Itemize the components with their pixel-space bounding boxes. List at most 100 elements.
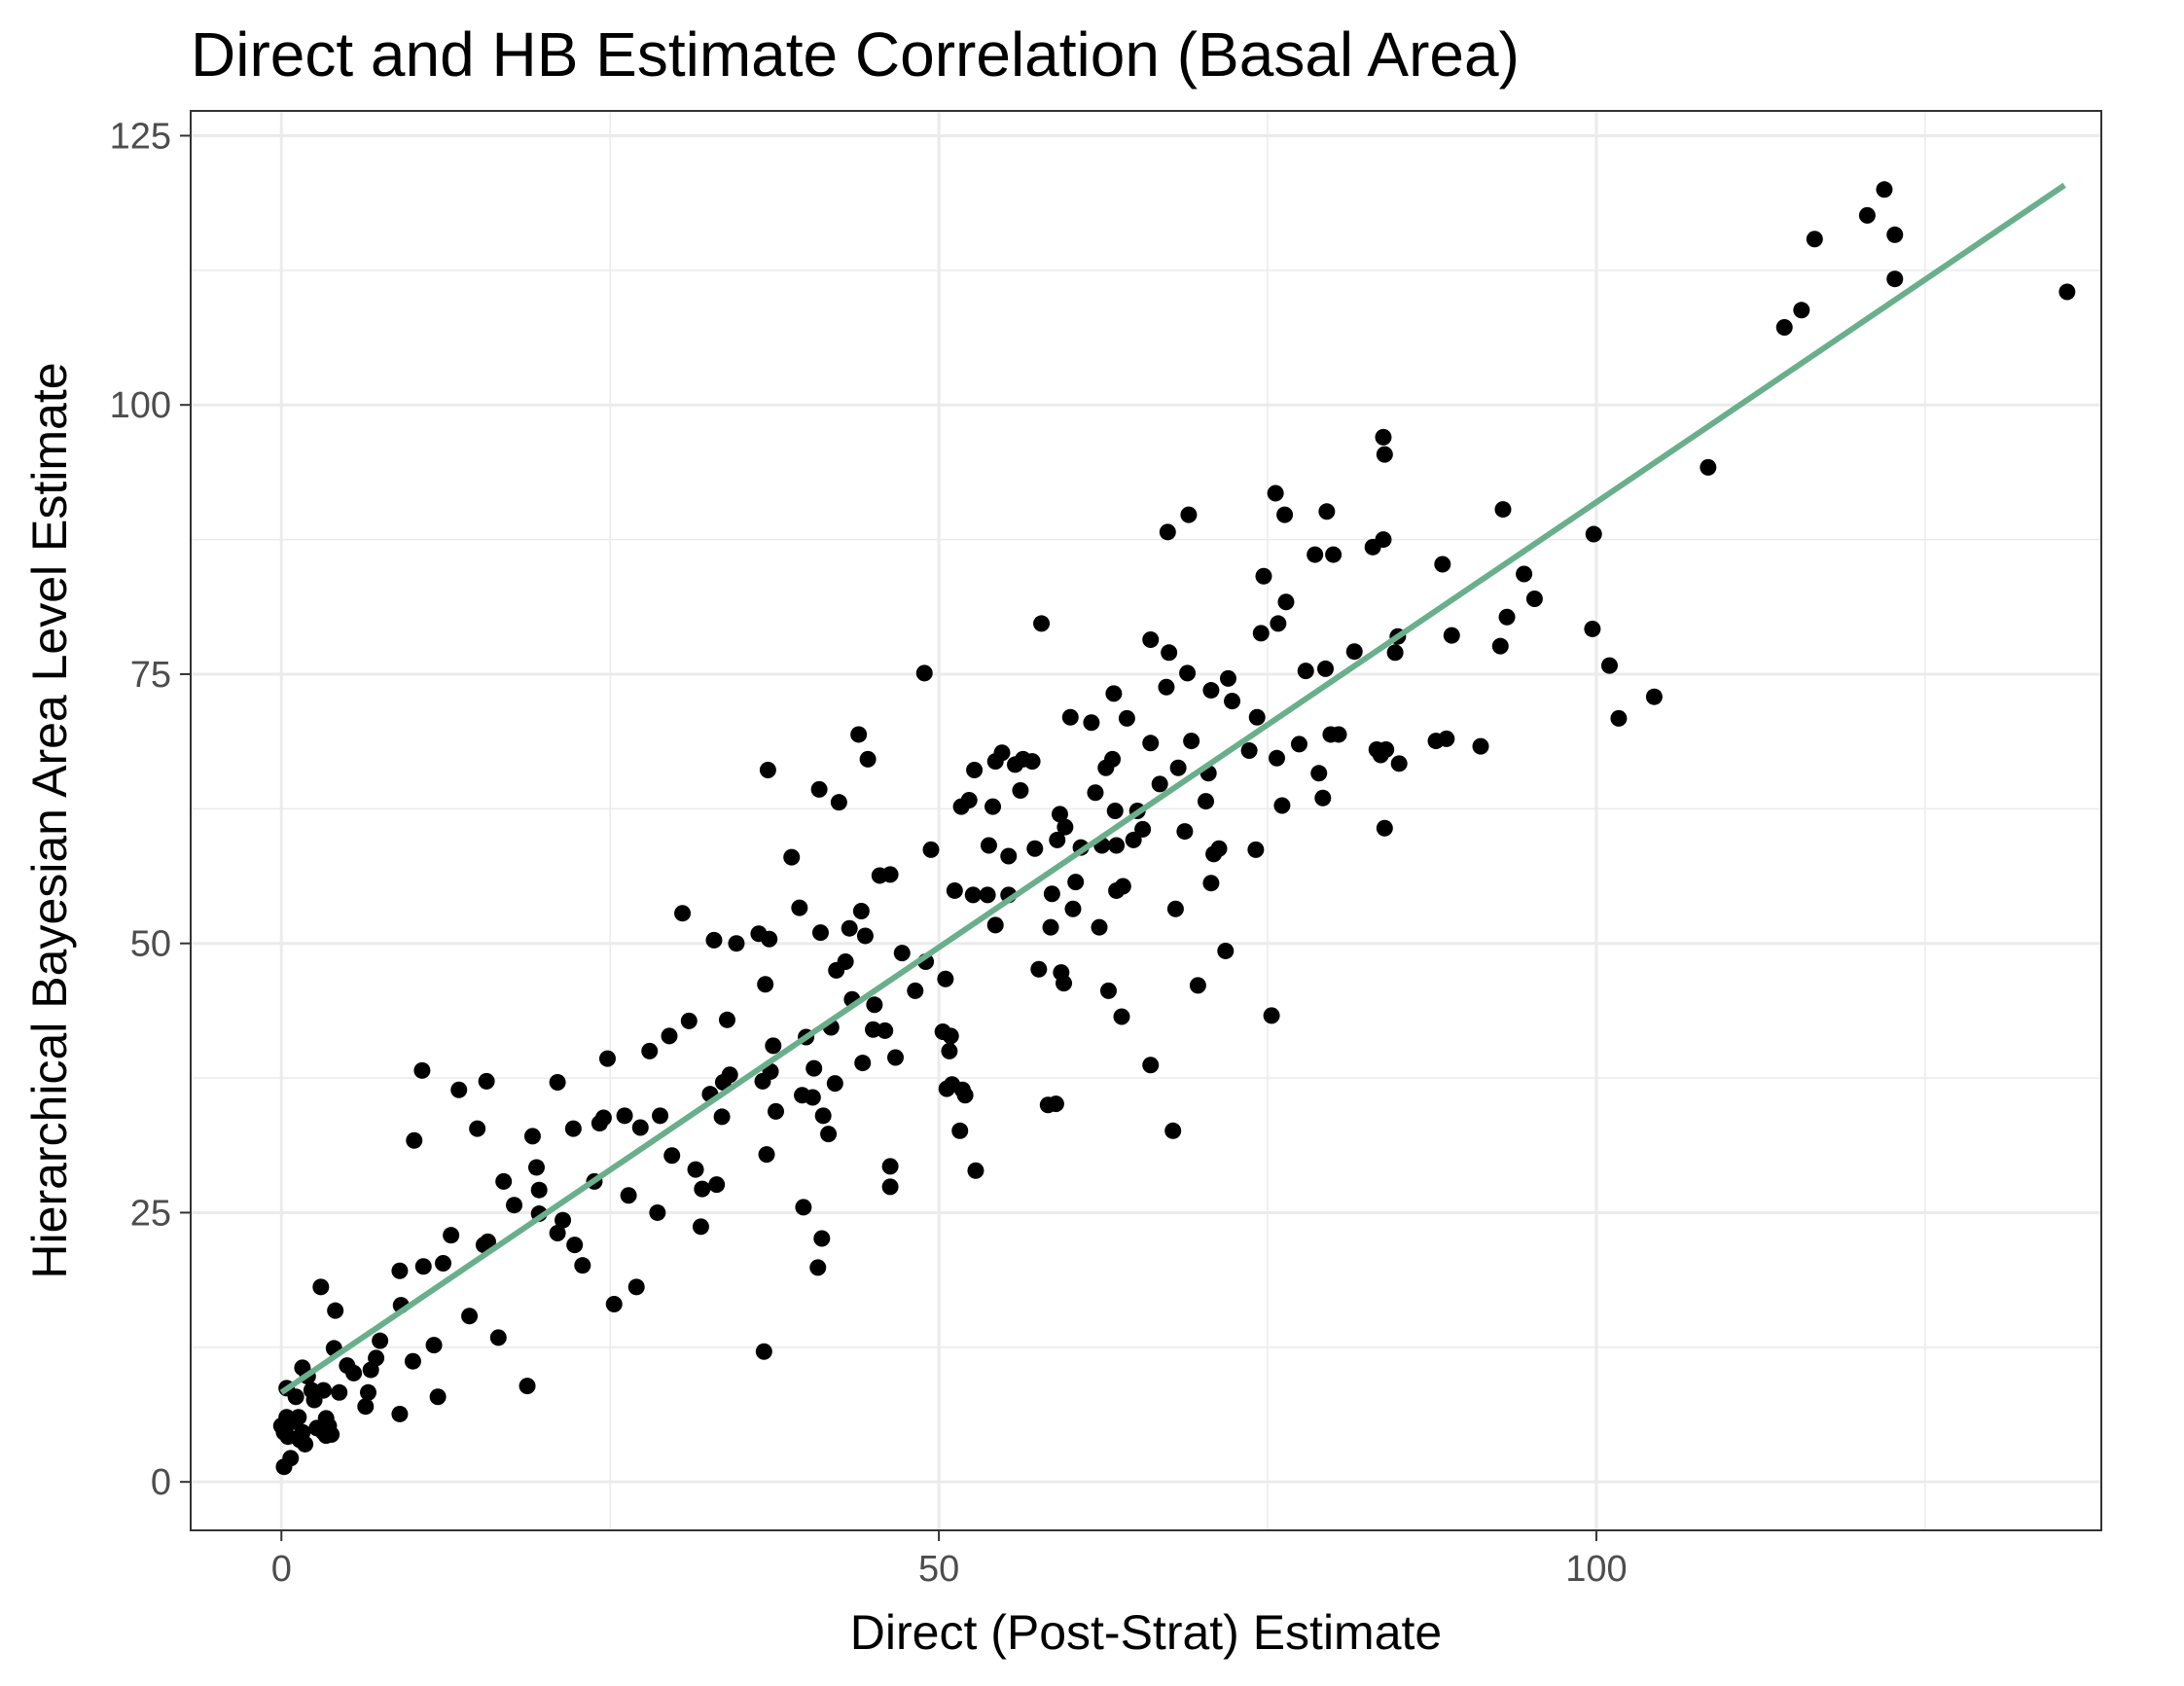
data-point [1210, 840, 1228, 857]
data-point [1033, 615, 1051, 632]
data-point [986, 916, 1004, 934]
data-point [1263, 1007, 1280, 1024]
data-point [966, 761, 984, 778]
data-point [323, 1425, 340, 1443]
y-tick-label: 125 [110, 116, 171, 157]
data-point [1189, 977, 1206, 994]
data-point [850, 726, 868, 743]
data-point [391, 1405, 409, 1422]
y-tick-label: 100 [110, 385, 171, 426]
data-points [272, 181, 2076, 1476]
data-point [1061, 708, 1079, 726]
data-point [1164, 1122, 1182, 1139]
data-point [1056, 818, 1074, 836]
data-point [435, 1254, 452, 1272]
data-point [1376, 819, 1393, 837]
data-point [721, 1066, 738, 1084]
data-point [755, 1343, 772, 1360]
data-point [327, 1302, 344, 1319]
data-point [450, 1081, 468, 1098]
data-point [985, 798, 1002, 815]
data-point [598, 1050, 616, 1067]
y-tick-label: 50 [130, 924, 171, 965]
data-point [964, 886, 982, 904]
data-point [652, 1107, 669, 1125]
data-point [877, 1022, 894, 1039]
data-point [413, 1061, 431, 1079]
data-point [674, 905, 692, 922]
data-point [1516, 565, 1533, 583]
data-point [663, 1147, 681, 1165]
data-point [980, 837, 997, 854]
data-point [1106, 803, 1124, 820]
data-point [956, 1087, 974, 1104]
data-point [1087, 784, 1104, 802]
data-point [616, 1107, 633, 1125]
data-point [1858, 206, 1876, 224]
data-point [1166, 900, 1184, 917]
data-point [1276, 506, 1294, 523]
data-point [359, 1383, 376, 1401]
data-point [1252, 625, 1270, 642]
data-point [1645, 688, 1663, 705]
data-point [345, 1364, 363, 1381]
data-point [1876, 181, 1893, 198]
data-point [841, 919, 858, 937]
data-point [1886, 270, 1904, 288]
data-point [713, 1108, 731, 1126]
data-point [680, 1012, 698, 1029]
data-point [1325, 546, 1343, 563]
data-point [287, 1388, 304, 1406]
data-point [1012, 782, 1029, 800]
data-point [1317, 660, 1335, 677]
data-point [1142, 631, 1160, 649]
data-point [951, 1122, 969, 1139]
data-point [1472, 737, 1489, 755]
data-point [960, 791, 978, 808]
data-point [1030, 960, 1048, 978]
data-point [1307, 546, 1324, 563]
data-point [1026, 840, 1044, 857]
data-point [1345, 643, 1363, 661]
data-point [1375, 428, 1392, 446]
data-point [312, 1278, 330, 1296]
data-point [708, 1176, 726, 1194]
data-point [564, 1120, 582, 1137]
data-point [809, 1259, 827, 1276]
y-axis-ticks: 0 25 50 75 100 125 [110, 116, 191, 1503]
data-point [331, 1383, 348, 1401]
data-point [1494, 501, 1512, 519]
data-point [1047, 1095, 1064, 1113]
data-point [1113, 1008, 1130, 1025]
data-point [425, 1337, 443, 1354]
data-point [814, 1107, 832, 1125]
data-point [758, 1146, 775, 1164]
data-point [687, 1161, 704, 1178]
data-point [1118, 709, 1135, 727]
data-point [1375, 531, 1392, 549]
data-point [1438, 730, 1455, 747]
data-point [1290, 735, 1307, 753]
data-point [1525, 590, 1543, 607]
data-point [495, 1172, 513, 1190]
data-point [856, 927, 874, 945]
y-tick-label: 75 [130, 655, 171, 696]
data-point [1584, 620, 1601, 637]
data-point [1202, 682, 1220, 700]
data-point [1064, 900, 1082, 917]
y-tick-label: 0 [151, 1462, 171, 1503]
data-point [826, 1075, 843, 1093]
data-point [1161, 644, 1178, 662]
data-point [1067, 874, 1085, 891]
data-point [993, 744, 1011, 762]
data-point [813, 1230, 831, 1247]
data-point [1390, 755, 1408, 772]
data-point [830, 794, 847, 811]
data-point [757, 976, 774, 993]
data-point [1099, 982, 1117, 999]
data-point [810, 780, 828, 798]
data-point [1318, 503, 1336, 520]
data-point [1277, 593, 1295, 611]
data-point [1443, 627, 1460, 644]
